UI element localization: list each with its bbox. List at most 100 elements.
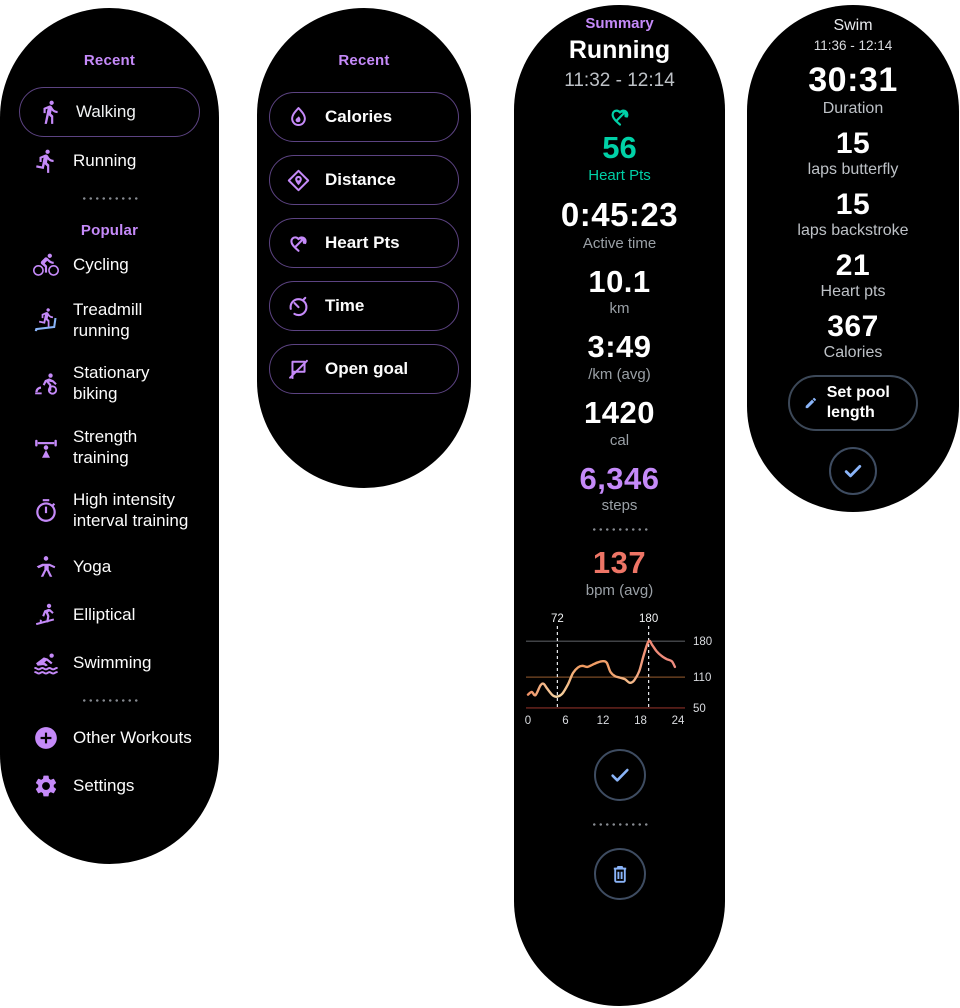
running-icon [36, 149, 54, 173]
metric-option-time[interactable]: Time [269, 281, 459, 331]
distance-pin-icon [287, 169, 310, 191]
metric-option-heart-pts[interactable]: Heart Pts [269, 218, 459, 268]
elliptical-icon [35, 603, 55, 626]
svg-text:180: 180 [693, 636, 712, 648]
workout-item-running[interactable]: Running [33, 137, 205, 185]
svg-text:0: 0 [524, 715, 530, 727]
settings-button[interactable]: Settings [33, 762, 205, 810]
calories-stat: 1420 cal [584, 394, 655, 449]
heart-pts-stat: 21 Heart pts [821, 249, 886, 301]
set-pool-length-button[interactable]: Set pool length [788, 375, 918, 432]
workout-item-strength-training[interactable]: Strength training [33, 416, 205, 479]
activity-time-range: 11:36 - 12:14 [813, 38, 893, 53]
workout-item-yoga[interactable]: Yoga [33, 543, 205, 591]
summary-header: Summary [585, 15, 654, 32]
stat-value: 6,346 [579, 460, 660, 496]
svg-text:12: 12 [596, 715, 609, 727]
metric-option-open-goal[interactable]: Open goal [269, 344, 459, 394]
workout-item-elliptical[interactable]: Elliptical [33, 591, 205, 639]
svg-text:110: 110 [693, 672, 711, 684]
done-button[interactable] [829, 447, 877, 496]
recent-section-header: Recent [338, 52, 390, 69]
workout-item-label: Swimming [73, 652, 152, 672]
pencil-icon [805, 398, 817, 409]
stat-label: Heart pts [820, 283, 886, 301]
metric-option-label: Calories [325, 107, 393, 126]
heart-points-label: Heart Pts [588, 166, 651, 184]
distance-stat: 10.1 km [588, 264, 650, 318]
watch-screen-metric-options[interactable]: Recent Calories Distance Heart Pts Time [257, 8, 471, 488]
dotted-divider [80, 698, 139, 702]
heart-points-icon [290, 235, 307, 252]
heart-points-stat: 56 Heart Pts [588, 104, 651, 184]
steps-stat: 6,346 steps [579, 460, 660, 514]
workout-item-label: Stationary biking [73, 363, 150, 404]
stat-value: 15 [835, 127, 871, 161]
hiit-timer-icon [36, 499, 56, 522]
swimming-icon [34, 653, 58, 675]
workout-item-label: Elliptical [73, 604, 136, 624]
stat-value: 30:31 [808, 61, 898, 99]
stat-label: laps butterfly [807, 161, 899, 179]
recent-section-header: Recent [83, 52, 136, 69]
yoga-icon [36, 556, 56, 577]
metric-option-calories[interactable]: Calories [269, 92, 459, 142]
check-icon [610, 768, 629, 782]
other-workouts-button[interactable]: Other Workouts [33, 714, 205, 762]
activity-title: Running [568, 36, 671, 64]
metric-option-label: Time [325, 296, 365, 315]
workout-item-hiit[interactable]: High intensity interval training [33, 479, 205, 542]
workout-item-label: Strength training [73, 426, 138, 467]
bpm-stat: 137 bpm (avg) [586, 546, 654, 599]
treadmill-icon [34, 307, 57, 332]
stat-value: 3:49 [587, 329, 652, 365]
check-icon [844, 465, 862, 478]
activity-title: Swim [833, 17, 873, 34]
svg-text:180: 180 [639, 613, 658, 625]
stat-label: bpm (avg) [585, 582, 654, 600]
stat-value: 21 [835, 249, 871, 283]
stat-label: cal [609, 431, 630, 449]
heart-points-icon [611, 109, 628, 126]
metric-option-distance[interactable]: Distance [269, 155, 459, 205]
metric-option-label: Open goal [325, 359, 409, 378]
other-workouts-label: Other Workouts [73, 727, 192, 747]
stat-label: Calories [823, 344, 883, 362]
active-time-stat: 0:45:23 Active time [560, 195, 679, 252]
laps-butterfly-stat: 15 laps butterfly [808, 127, 899, 179]
delete-button[interactable] [593, 848, 646, 901]
open-goal-flag-icon [289, 359, 308, 379]
stat-label: laps backstroke [797, 222, 909, 240]
stat-label: km [609, 300, 630, 318]
workout-item-stationary-biking[interactable]: Stationary biking [33, 352, 205, 415]
stat-value: 1420 [584, 394, 655, 430]
flame-icon [291, 106, 306, 126]
dotted-divider [80, 197, 139, 200]
workout-item-swimming[interactable]: Swimming [33, 639, 205, 687]
heart-points-value: 56 [602, 130, 637, 165]
stat-value: 0:45:23 [560, 195, 679, 233]
workout-item-label: Running [73, 150, 137, 170]
svg-text:18: 18 [634, 715, 647, 727]
gear-icon [35, 775, 57, 797]
workout-item-walking[interactable]: Walking [19, 87, 200, 137]
delete-icon [613, 866, 626, 883]
strength-icon [35, 439, 57, 458]
workout-item-cycling[interactable]: Cycling [33, 241, 205, 289]
walking-icon [43, 100, 58, 124]
done-button[interactable] [593, 749, 646, 802]
watch-screen-run-summary[interactable]: Summary Running 11:32 - 12:14 56 Heart P… [514, 5, 725, 1006]
laps-backstroke-stat: 15 laps backstroke [797, 188, 908, 240]
workout-item-treadmill-running[interactable]: Treadmill running [33, 289, 205, 352]
watch-screen-workout-list[interactable]: Recent Walking Running Popular Cycling T… [0, 8, 219, 864]
watch-screen-swim-summary[interactable]: Swim 11:36 - 12:14 30:31 Duration 15 lap… [747, 5, 959, 512]
set-pool-length-label: Set pool length [826, 384, 890, 422]
svg-text:6: 6 [562, 715, 568, 727]
popular-section-header: Popular [80, 222, 139, 239]
stat-value: 15 [835, 188, 871, 222]
heart-rate-chart: 180 110 50 0 6 12 18 24 72 180 [524, 613, 712, 727]
svg-text:72: 72 [550, 613, 563, 625]
workout-item-label: Yoga [73, 556, 112, 576]
svg-text:50: 50 [693, 703, 706, 715]
stat-label: Active time [582, 234, 657, 252]
